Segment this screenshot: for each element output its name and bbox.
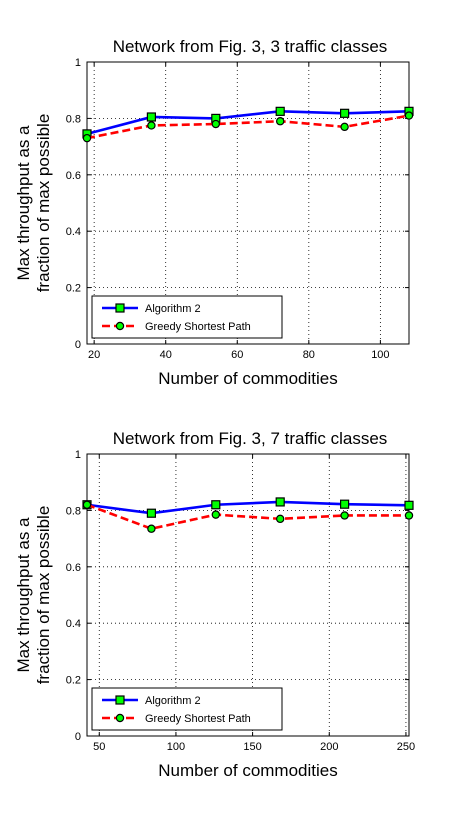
chart-1-xtick-label-4: 100 xyxy=(371,349,389,361)
chart-2-series-2-point-2 xyxy=(147,524,156,533)
chart-2-series-2-point-4 xyxy=(276,514,285,524)
chart-1-legend-label-1: Algorithm 2 xyxy=(145,303,201,315)
chart-1-xtick-label-3: 80 xyxy=(303,349,315,361)
chart-2-ytick-label-4: 0.8 xyxy=(66,505,81,517)
chart-2-series-1-point-3 xyxy=(211,500,221,510)
chart-2-series-1-point-2 xyxy=(146,508,156,518)
chart-2-series-1-point-4 xyxy=(275,497,285,507)
chart-1-series-1-point-4 xyxy=(275,106,285,116)
chart-1-ylabel-line-2: fraction of max possible xyxy=(34,114,53,293)
chart-1-legend-box xyxy=(91,295,283,339)
chart-1-title: Network from Fig. 3, 3 traffic classes xyxy=(113,37,388,56)
chart-2-series-1 xyxy=(82,497,414,518)
chart-2-ytick-label-3: 0.6 xyxy=(66,562,81,574)
chart-1-series-2-point-5 xyxy=(340,122,349,132)
chart-2-xtick-label-1: 100 xyxy=(167,741,185,753)
chart-1-legend-marker-2 xyxy=(115,321,125,331)
chart-2-legend-label-1: Algorithm 2 xyxy=(145,695,201,707)
chart-2-legend-label-2: Greedy Shortest Path xyxy=(145,713,251,725)
chart-2-ytick-label-1: 0.2 xyxy=(66,675,81,687)
chart-1-legend-marker-1 xyxy=(115,303,125,313)
chart-2-legend-marker-2 xyxy=(115,713,125,723)
chart-1-xtick-label-0: 20 xyxy=(88,349,100,361)
chart-1-xtick-label-2: 60 xyxy=(231,349,243,361)
chart-2-series-1-point-6 xyxy=(404,500,414,510)
chart-2-series-2-point-6 xyxy=(404,511,414,520)
chart-1-series-2 xyxy=(82,111,414,143)
chart-2-series-1-point-5 xyxy=(340,499,350,509)
chart-1: 20 40 60 80 100 0 0.2 0.4 0.6 0.8 1 Network from Fi… xyxy=(14,37,414,388)
chart-1-axes-frame xyxy=(86,61,410,345)
chart-2-axes-frame xyxy=(86,453,410,737)
chart-2-ylabel-line-1: Max throughput as a xyxy=(14,517,33,673)
chart-2-xtick-label-4: 250 xyxy=(397,741,415,753)
chart-2-ytick-label-0: 0 xyxy=(75,731,81,743)
chart-2-xtick-label-2: 150 xyxy=(243,741,261,753)
chart-2-xlabel: Number of commodities xyxy=(158,761,338,780)
chart-1-series-2-point-6 xyxy=(404,111,414,120)
chart-1-series-2-point-2 xyxy=(147,121,156,130)
chart-1-ytick-label-3: 0.6 xyxy=(66,170,81,182)
chart-1-ytick-label-5: 1 xyxy=(75,57,81,69)
chart-2-xtick-label-0: 50 xyxy=(93,741,105,753)
chart-2-ytick-label-5: 1 xyxy=(75,449,81,461)
chart-2-series-2-point-5 xyxy=(340,511,349,520)
chart-1-ytick-label-2: 0.4 xyxy=(66,226,81,238)
chart-1-ytick-label-1: 0.2 xyxy=(66,283,81,295)
chart-2-ylabel-line-2: fraction of max possible xyxy=(34,506,53,685)
chart-1-series-1-point-2 xyxy=(146,112,156,122)
chart-2-series-1-line xyxy=(86,500,410,515)
chart-1-series-1 xyxy=(82,106,414,139)
chart-2-series-2-point-3 xyxy=(211,510,220,519)
chart-1-xtick-label-1: 40 xyxy=(160,349,172,361)
chart-2-series-2 xyxy=(82,500,414,533)
chart-2-title: Network from Fig. 3, 7 traffic classes xyxy=(113,429,388,448)
chart-1-series-1-point-5 xyxy=(340,108,350,118)
chart-2-ylabel: Max throughput as afraction of max possi… xyxy=(14,506,53,685)
chart-2-legend: Algorithm 2 Greedy Shortest Path xyxy=(91,687,283,731)
chart-1-legend-label-2: Greedy Shortest Path xyxy=(145,321,251,333)
chart-1-series-2-point-1 xyxy=(82,133,92,143)
chart-1-series-2-point-4 xyxy=(276,117,285,126)
chart-2-ytick-label-2: 0.4 xyxy=(66,618,81,630)
chart-1-series-1-line xyxy=(86,110,410,136)
chart-1-ylabel: Max throughput as afraction of max possi… xyxy=(14,114,53,293)
chart-1-legend: Algorithm 2 Greedy Shortest Path xyxy=(91,295,283,339)
chart-1-ytick-label-4: 0.8 xyxy=(66,113,81,125)
chart-2-xtick-label-3: 200 xyxy=(320,741,338,753)
chart-2-legend-box xyxy=(91,687,283,731)
chart-1-series-2-line xyxy=(86,114,410,140)
chart-1-series-2-point-3 xyxy=(211,119,220,129)
chart-1-ylabel-line-1: Max throughput as a xyxy=(14,125,33,281)
chart-1-xlabel: Number of commodities xyxy=(158,369,338,388)
chart-2-series-2-point-1 xyxy=(82,500,92,509)
chart-2-legend-marker-1 xyxy=(115,695,125,705)
chart-2: 50 100 150 200 250 0 0.2 0.4 0.6 0.8 1 Network from… xyxy=(14,429,415,780)
chart-1-ytick-label-0: 0 xyxy=(75,339,81,351)
